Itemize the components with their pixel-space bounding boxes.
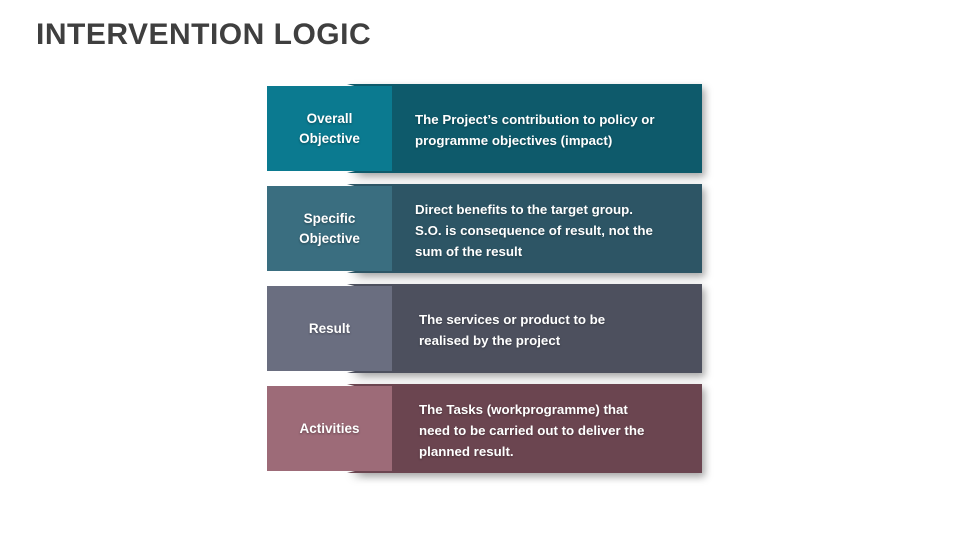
row-description: The Project’s contribution to policy or … <box>415 80 677 180</box>
diagram-row[interactable]: Specific Objective Direct benefits to th… <box>267 180 707 280</box>
row-description-line: planned result. <box>419 443 514 459</box>
label-block-shape <box>267 286 392 371</box>
row-description-text: The Project’s contribution to policy or … <box>415 109 677 151</box>
row-label-line1: Specific <box>303 210 356 226</box>
torn-banner-dark <box>347 284 702 373</box>
row-description: The services or product to be realised b… <box>419 280 681 380</box>
row-description-line: programme objectives (impact) <box>415 133 613 148</box>
label-block: Activities <box>267 386 392 471</box>
row-label: Overall Objective <box>267 86 392 171</box>
row-label-line1: Result <box>308 320 351 336</box>
row-label-line1: Activities <box>299 420 360 436</box>
label-block: Result <box>267 286 392 371</box>
row-label: Activities <box>267 386 392 471</box>
diagram-row[interactable]: Result The services or product to be rea… <box>267 280 707 380</box>
label-block: Overall Objective <box>267 86 392 171</box>
intervention-logic-diagram: Overall Objective The Project’s contribu… <box>267 80 707 480</box>
label-block-shape <box>267 386 392 471</box>
label-block-shape <box>267 186 392 271</box>
row-description-line: sum of the result <box>415 243 523 259</box>
label-block: Specific Objective <box>267 186 392 271</box>
row-label-line2: Objective <box>299 230 360 246</box>
row-description-text: The services or product to be realised b… <box>419 309 681 351</box>
torn-banner-shape <box>347 384 702 473</box>
row-description-text: The Tasks (workprogramme) that need to b… <box>419 399 681 462</box>
row-description-line: The Project’s contribution to policy or <box>415 112 655 127</box>
row-description-line: S.O. is consequence of result, not the <box>415 222 653 238</box>
row-description-line: need to be carried out to deliver the <box>419 422 645 438</box>
label-block-shape <box>267 86 392 171</box>
torn-banner-dark <box>347 84 702 173</box>
row-description-line: realised by the project <box>419 333 561 348</box>
diagram-row[interactable]: Activities The Tasks (workprogramme) tha… <box>267 380 707 480</box>
row-description-text: Direct benefits to the target group. S.O… <box>415 199 677 262</box>
row-description: The Tasks (workprogramme) that need to b… <box>419 380 681 480</box>
row-description-line: Direct benefits to the target group. <box>415 201 633 217</box>
page-title: INTERVENTION LOGIC <box>36 18 372 51</box>
torn-banner-shape <box>347 84 702 173</box>
torn-banner-shape <box>347 184 702 273</box>
row-label: Result <box>267 286 392 371</box>
row-description: Direct benefits to the target group. S.O… <box>415 180 677 280</box>
diagram-row[interactable]: Overall Objective The Project’s contribu… <box>267 80 707 180</box>
torn-banner-dark <box>347 384 702 473</box>
row-label-line2: Objective <box>299 130 360 146</box>
torn-banner-dark <box>347 184 702 273</box>
row-label-line1: Overall <box>306 110 353 126</box>
row-description-line: The Tasks (workprogramme) that <box>419 401 628 417</box>
row-label: Specific Objective <box>267 186 392 271</box>
torn-banner-shape <box>347 284 702 373</box>
row-description-line: The services or product to be <box>419 312 606 327</box>
